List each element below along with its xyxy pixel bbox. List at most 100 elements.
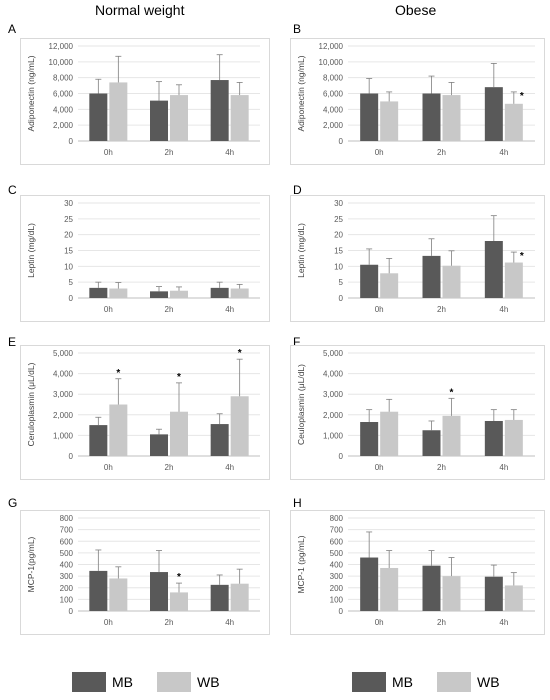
y-tick-label: 300 bbox=[60, 572, 74, 581]
y-tick-label: 700 bbox=[60, 526, 74, 535]
legend-swatch-mb bbox=[72, 672, 106, 692]
x-tick-label: 2h bbox=[165, 305, 174, 314]
y-tick-label: 2,000 bbox=[53, 121, 74, 130]
bar-mb bbox=[89, 570, 108, 611]
y-axis-label: MCP-1(pg/mL) bbox=[26, 536, 36, 592]
bar-mb bbox=[422, 93, 441, 141]
y-tick-label: 4,000 bbox=[53, 370, 74, 379]
bar-mb bbox=[484, 87, 503, 141]
y-tick-label: 100 bbox=[60, 595, 74, 604]
y-tick-label: 600 bbox=[60, 537, 74, 546]
y-axis-label: Adiponectin (ng/mL) bbox=[296, 55, 306, 131]
bar-mb bbox=[360, 557, 379, 611]
y-tick-label: 800 bbox=[330, 514, 344, 523]
chart-ceruloplasmin-obese: 0 1,000 2,000 3,000 4,000 5,000 Ceuloplasmin (… bbox=[290, 345, 545, 480]
panel-letter-b: B bbox=[293, 22, 302, 36]
bar-mb bbox=[89, 93, 108, 141]
chart-mcp1-normal-weight: 0 100 200 300 400 500 600 700 800 MCP-1(pg/mL) 0h 2… bbox=[20, 510, 270, 635]
y-tick-label: 0 bbox=[339, 607, 344, 616]
y-tick-label: 4,000 bbox=[53, 105, 74, 114]
y-tick-label: 0 bbox=[69, 137, 74, 146]
column-title-normal-weight: Normal weight bbox=[95, 2, 185, 18]
y-tick-label: 12,000 bbox=[319, 42, 344, 51]
y-tick-label: 2,000 bbox=[323, 411, 344, 420]
y-tick-label: 2,000 bbox=[323, 121, 344, 130]
x-tick-label: 0h bbox=[375, 148, 384, 157]
x-tick-label: 4h bbox=[225, 148, 234, 157]
y-tick-label: 0 bbox=[69, 294, 74, 303]
bar-wb bbox=[442, 265, 461, 298]
bar-mb bbox=[210, 80, 229, 141]
y-tick-label: 0 bbox=[339, 137, 344, 146]
legend-swatch-wb bbox=[437, 672, 471, 692]
bar-wb bbox=[504, 103, 523, 141]
y-tick-label: 500 bbox=[330, 549, 344, 558]
bar-mb bbox=[150, 434, 168, 456]
x-tick-label: 2h bbox=[437, 305, 446, 314]
bar-mb bbox=[360, 422, 379, 456]
bar-wb bbox=[380, 411, 399, 456]
y-axis-label: Ceruloplasmin (μL/dL) bbox=[26, 362, 36, 446]
x-tick-label: 4h bbox=[225, 463, 234, 472]
chart-ceruloplasmin-normal-weight: 0 1,000 2,000 3,000 4,000 5,000 Ceruloplasmin … bbox=[20, 345, 270, 480]
y-tick-label: 100 bbox=[330, 595, 344, 604]
panel-letter-e: E bbox=[8, 335, 17, 349]
legend-label-mb: MB bbox=[392, 674, 413, 690]
y-tick-label: 0 bbox=[339, 294, 344, 303]
panel-letter-c: C bbox=[8, 183, 17, 197]
y-tick-label: 500 bbox=[60, 549, 74, 558]
bar-wb bbox=[109, 578, 128, 611]
x-tick-label: 4h bbox=[499, 148, 508, 157]
bar-mb bbox=[150, 100, 168, 141]
bar-wb bbox=[230, 583, 249, 611]
legend-label-wb: WB bbox=[197, 674, 220, 690]
y-tick-label: 700 bbox=[330, 526, 344, 535]
bar-mb bbox=[422, 255, 441, 298]
y-tick-label: 300 bbox=[330, 572, 344, 581]
chart-mcp1-obese: 0 100 200 300 400 500 600 700 800 MCP-1 (pg/mL) 0h… bbox=[290, 510, 545, 635]
y-tick-label: 6,000 bbox=[323, 90, 344, 99]
chart-frame bbox=[20, 195, 270, 322]
x-tick-label: 4h bbox=[225, 305, 234, 314]
bar-mb bbox=[484, 241, 503, 298]
bar-wb bbox=[504, 585, 523, 611]
x-tick-label: 0h bbox=[375, 463, 384, 472]
y-tick-label: 10 bbox=[334, 262, 343, 271]
x-tick-label: 0h bbox=[104, 618, 113, 627]
y-tick-label: 1,000 bbox=[323, 431, 344, 440]
legend-left: MB WB bbox=[72, 672, 238, 692]
significance-asterisk: * bbox=[450, 387, 454, 398]
chart-frame bbox=[290, 195, 545, 322]
legend-label-mb: MB bbox=[112, 674, 133, 690]
bar-wb bbox=[380, 101, 399, 141]
x-tick-label: 0h bbox=[375, 618, 384, 627]
panel-letter-d: D bbox=[293, 183, 302, 197]
column-title-obese: Obese bbox=[395, 2, 437, 18]
bar-wb bbox=[170, 592, 188, 611]
y-axis-label: Ceuloplasmin (μL/dL) bbox=[296, 364, 306, 445]
legend-swatch-mb bbox=[352, 672, 386, 692]
x-tick-label: 4h bbox=[225, 618, 234, 627]
x-tick-label: 2h bbox=[165, 148, 174, 157]
x-tick-label: 0h bbox=[104, 148, 113, 157]
y-axis-label: Leptin (mg/dL) bbox=[296, 223, 306, 278]
significance-asterisk: * bbox=[116, 368, 120, 379]
bar-wb bbox=[109, 404, 128, 456]
chart-adiponectin-obese: 0 2,000 4,000 6,000 8,000 10,000 12,000 Adipone… bbox=[290, 38, 545, 165]
bar-wb bbox=[504, 419, 523, 456]
y-tick-label: 4,000 bbox=[323, 105, 344, 114]
y-tick-label: 3,000 bbox=[323, 390, 344, 399]
bar-wb bbox=[170, 411, 188, 456]
y-tick-label: 0 bbox=[339, 452, 344, 461]
y-tick-label: 12,000 bbox=[49, 42, 74, 51]
x-tick-label: 0h bbox=[104, 463, 113, 472]
legend-label-wb: WB bbox=[477, 674, 500, 690]
y-tick-label: 4,000 bbox=[323, 370, 344, 379]
x-tick-label: 0h bbox=[375, 305, 384, 314]
y-tick-label: 1,000 bbox=[53, 431, 74, 440]
x-tick-label: 2h bbox=[437, 463, 446, 472]
y-tick-label: 8,000 bbox=[323, 74, 344, 83]
panel-letter-f: F bbox=[293, 335, 301, 349]
y-tick-label: 5 bbox=[69, 278, 74, 287]
y-axis-label: Leptin (mg/dL) bbox=[26, 223, 36, 278]
